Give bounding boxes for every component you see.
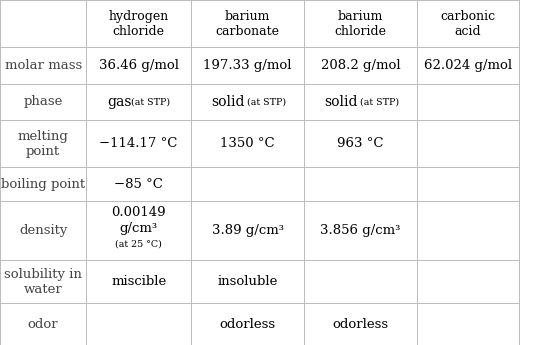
Text: odorless: odorless	[333, 318, 389, 331]
Text: 963 °C: 963 °C	[337, 137, 384, 150]
Text: (at STP): (at STP)	[128, 98, 170, 107]
Text: −114.17 °C: −114.17 °C	[99, 137, 178, 150]
Text: boiling point: boiling point	[1, 178, 85, 191]
Text: carbonic
acid: carbonic acid	[441, 10, 495, 38]
Text: solubility in
water: solubility in water	[4, 268, 82, 296]
Text: (at STP): (at STP)	[357, 98, 400, 107]
Text: gas: gas	[107, 95, 131, 109]
Text: miscible: miscible	[111, 275, 167, 288]
Text: 62.024 g/mol: 62.024 g/mol	[424, 59, 512, 72]
Text: 3.89 g/cm³: 3.89 g/cm³	[212, 224, 283, 237]
Text: insoluble: insoluble	[217, 275, 278, 288]
Text: phase: phase	[23, 96, 63, 108]
Text: 36.46 g/mol: 36.46 g/mol	[99, 59, 179, 72]
Text: solid: solid	[324, 95, 358, 109]
Text: odorless: odorless	[219, 318, 276, 331]
Text: density: density	[19, 224, 67, 237]
Text: g/cm³: g/cm³	[120, 223, 158, 235]
Text: (at STP): (at STP)	[244, 98, 287, 107]
Text: melting
point: melting point	[17, 130, 69, 158]
Text: odor: odor	[28, 318, 58, 331]
Text: 197.33 g/mol: 197.33 g/mol	[203, 59, 292, 72]
Text: solid: solid	[211, 95, 245, 109]
Text: hydrogen
chloride: hydrogen chloride	[109, 10, 169, 38]
Text: 0.00149: 0.00149	[111, 206, 166, 219]
Text: −85 °C: −85 °C	[114, 178, 163, 191]
Text: (at 25 °C): (at 25 °C)	[115, 240, 162, 249]
Text: barium
chloride: barium chloride	[335, 10, 387, 38]
Text: barium
carbonate: barium carbonate	[216, 10, 280, 38]
Text: 3.856 g/cm³: 3.856 g/cm³	[321, 224, 401, 237]
Text: molar mass: molar mass	[4, 59, 82, 72]
Text: 1350 °C: 1350 °C	[220, 137, 275, 150]
Text: 208.2 g/mol: 208.2 g/mol	[321, 59, 400, 72]
